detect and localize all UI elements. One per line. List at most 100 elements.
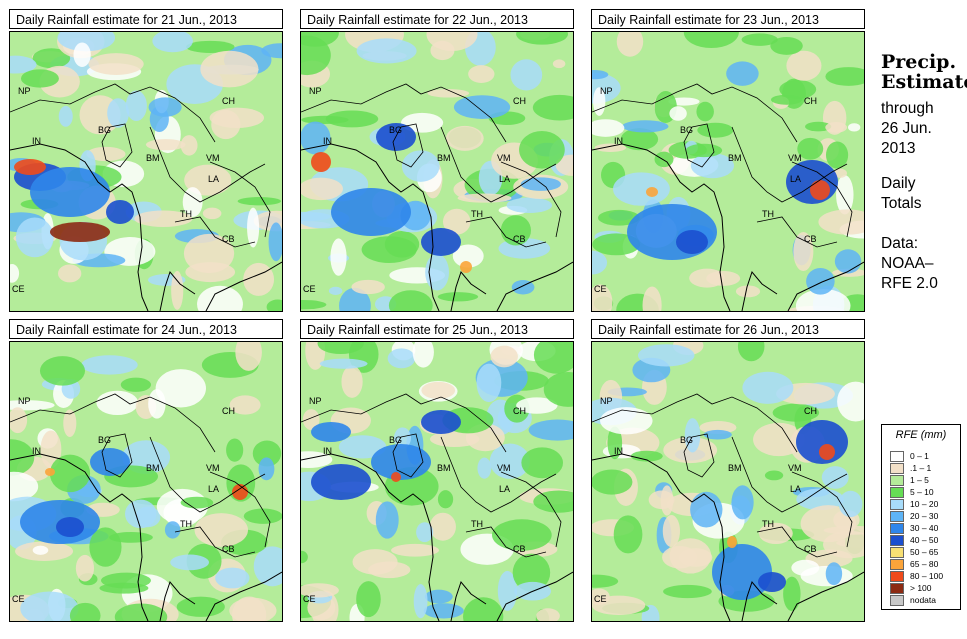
country-label: CB: [222, 544, 235, 554]
country-label: TH: [180, 519, 192, 529]
country-label: BM: [437, 153, 451, 163]
country-label: BG: [98, 125, 111, 135]
legend-swatch: [890, 559, 904, 570]
legend-swatch: [890, 463, 904, 474]
country-label: TH: [471, 209, 483, 219]
country-label: LA: [790, 174, 801, 184]
rainfall-panel-6: Daily Rainfall estimate for 26 Jun., 201…: [591, 319, 865, 622]
country-label: BM: [146, 463, 160, 473]
sidebar-data-line2: NOAA–: [881, 255, 934, 272]
country-label: NP: [309, 396, 322, 406]
country-label: TH: [762, 519, 774, 529]
legend-swatch: [890, 571, 904, 582]
sidebar-totals-line1: Daily: [881, 175, 916, 192]
country-label: BG: [98, 435, 111, 445]
rainfall-field: NP CH IN BG BM VM LA TH CB CE: [592, 32, 864, 311]
rainfall-field: NP CH IN BG BM VM LA TH CB CE: [592, 342, 864, 621]
legend-swatch: [890, 451, 904, 462]
country-label: CH: [222, 406, 235, 416]
sidebar-date-line2: 2013: [881, 140, 916, 157]
country-label: CH: [513, 406, 526, 416]
legend-label: 20 – 30: [910, 511, 939, 521]
rainfall-panel-5: Daily Rainfall estimate for 25 Jun., 201…: [300, 319, 574, 622]
rainfall-map: NP CH IN BG BM VM LA TH CB CE: [591, 31, 865, 312]
country-label: TH: [471, 519, 483, 529]
country-label: TH: [180, 209, 192, 219]
legend-swatch: [890, 499, 904, 510]
country-label: IN: [323, 446, 332, 456]
panel-title: Daily Rainfall estimate for 25 Jun., 201…: [300, 319, 574, 339]
rainfall-map: NP CH IN BG BM VM LA TH CB CE: [9, 31, 283, 312]
country-label: VM: [788, 153, 802, 163]
legend-swatch: [890, 583, 904, 594]
country-label: BM: [146, 153, 160, 163]
country-label: BM: [437, 463, 451, 473]
legend-title: RFE (mm): [895, 429, 947, 441]
country-label: BG: [680, 125, 693, 135]
country-label: IN: [323, 136, 332, 146]
panel-title: Daily Rainfall estimate for 24 Jun., 201…: [9, 319, 283, 339]
legend-label: > 100: [910, 583, 932, 593]
country-label: LA: [790, 484, 801, 494]
sidebar-data-line1: Data:: [881, 235, 919, 252]
country-label: CH: [804, 96, 817, 106]
legend-swatch: [890, 511, 904, 522]
country-label: VM: [497, 463, 511, 473]
country-label: IN: [614, 136, 623, 146]
country-label: BG: [680, 435, 693, 445]
country-label: CB: [513, 234, 526, 244]
legend-swatch: [890, 547, 904, 558]
country-label: NP: [18, 396, 31, 406]
rainfall-panel-2: Daily Rainfall estimate for 22 Jun., 201…: [300, 9, 574, 312]
country-label: CB: [222, 234, 235, 244]
panel-title: Daily Rainfall estimate for 22 Jun., 201…: [300, 9, 574, 29]
legend-swatch: [890, 475, 904, 486]
country-label: NP: [600, 86, 613, 96]
rainfall-panel-1: Daily Rainfall estimate for 21 Jun., 201…: [9, 9, 283, 312]
country-label: LA: [499, 484, 510, 494]
country-label: CE: [594, 594, 607, 604]
country-label: VM: [206, 463, 220, 473]
panel-title: Daily Rainfall estimate for 26 Jun., 201…: [591, 319, 865, 339]
sidebar-title-line2: Estimate: [881, 71, 967, 93]
country-label: LA: [208, 174, 219, 184]
sidebar-title-line1: Precip.: [881, 51, 957, 73]
legend-label: nodata: [910, 595, 936, 605]
panel-title: Daily Rainfall estimate for 21 Jun., 201…: [9, 9, 283, 29]
country-label: CH: [804, 406, 817, 416]
sidebar-through: through: [881, 100, 934, 117]
country-label: LA: [499, 174, 510, 184]
country-label: IN: [614, 446, 623, 456]
legend-swatch: [890, 535, 904, 546]
legend-label: 30 – 40: [910, 523, 939, 533]
legend: RFE (mm) 0 – 1 .1 – 1 1 – 5 5 – 10 10 – 20 20…: [881, 424, 961, 610]
legend-label: 10 – 20: [910, 499, 939, 509]
rainfall-field: NP CH IN BG BM VM LA TH CB CE: [10, 32, 282, 311]
legend-label: 80 – 100: [910, 571, 944, 581]
country-label: NP: [309, 86, 322, 96]
rainfall-map: NP CH IN BG BM VM LA TH CB CE: [591, 341, 865, 622]
country-label: TH: [762, 209, 774, 219]
legend-label: 0 – 1: [910, 451, 929, 461]
country-label: BG: [389, 435, 402, 445]
legend-label: 40 – 50: [910, 535, 939, 545]
legend-label: 5 – 10: [910, 487, 934, 497]
country-label: CE: [12, 594, 25, 604]
sidebar-data-line3: RFE 2.0: [881, 275, 938, 292]
country-label: LA: [208, 484, 219, 494]
country-label: CE: [303, 284, 316, 294]
legend-swatch: [890, 487, 904, 498]
legend-swatch: [890, 595, 904, 606]
country-label: VM: [497, 153, 511, 163]
rainfall-field: NP CH IN BG BM VM LA TH CB CE: [301, 32, 573, 311]
country-label: CH: [222, 96, 235, 106]
country-label: CE: [303, 594, 316, 604]
country-label: CE: [594, 284, 607, 294]
country-label: CB: [804, 234, 817, 244]
country-label: NP: [600, 396, 613, 406]
sidebar-totals-line2: Totals: [881, 195, 922, 212]
country-label: BM: [728, 153, 742, 163]
rainfall-map: NP CH IN BG BM VM LA TH CB CE: [9, 341, 283, 622]
rainfall-map: NP CH IN BG BM VM LA TH CB CE: [300, 31, 574, 312]
country-label: VM: [788, 463, 802, 473]
